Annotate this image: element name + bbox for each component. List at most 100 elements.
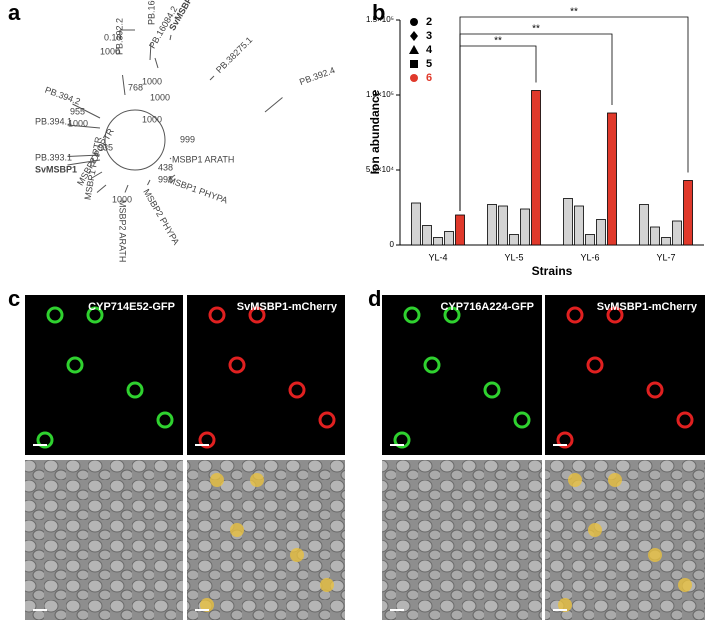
- brightfield-image: [187, 460, 345, 620]
- tree-ring: [104, 109, 166, 171]
- x-tick-label: YL-4: [428, 252, 447, 262]
- leaf-label: MSBP1 ARATH: [172, 154, 234, 164]
- legend-marker: [410, 18, 418, 26]
- significance-label: **: [532, 24, 540, 35]
- legend-label: 5: [426, 58, 432, 70]
- bootstrap: 1000: [112, 194, 132, 204]
- merged-cell: [678, 578, 692, 592]
- branch: [122, 74, 126, 96]
- branch: [124, 184, 129, 193]
- bootstrap: 1000: [150, 92, 170, 102]
- bar: [433, 237, 443, 246]
- leaf-label: PB.392.2: [114, 18, 124, 55]
- significance-label: **: [570, 7, 578, 18]
- y-tick-label: 0: [390, 240, 395, 249]
- branch: [67, 124, 101, 129]
- bar: [520, 208, 530, 246]
- branch: [96, 184, 107, 193]
- bar: [444, 231, 454, 246]
- image-label: SvMSBP1-mCherry: [597, 301, 698, 313]
- branch: [147, 179, 151, 186]
- panel-label: c: [8, 286, 20, 311]
- bootstrap: 438: [158, 162, 173, 172]
- bootstrap: 1000: [142, 76, 162, 86]
- brightfield-image: [545, 460, 705, 620]
- branch: [154, 57, 159, 69]
- y-tick-label: 1.5×10⁵: [366, 15, 394, 24]
- cell: [556, 431, 574, 449]
- branch: [72, 103, 101, 119]
- branch: [90, 171, 103, 179]
- image-label: SvMSBP1-mCherry: [237, 301, 338, 313]
- brightfield-image: [382, 460, 542, 620]
- bar: [650, 226, 660, 246]
- cell: [676, 411, 694, 429]
- bar: [639, 204, 649, 246]
- legend-label: 6: [426, 72, 432, 84]
- scale-label: 0.10: [104, 32, 122, 42]
- bar: [531, 90, 541, 246]
- cell: [126, 381, 144, 399]
- cell: [208, 306, 226, 324]
- bootstrap: 1000: [100, 46, 120, 56]
- bootstrap: 935: [98, 142, 113, 152]
- cell: [423, 356, 441, 374]
- y-tick-label: 5.0×10⁴: [366, 165, 395, 174]
- cell: [586, 356, 604, 374]
- leaf-label: PB.392.4: [298, 65, 336, 87]
- significance-label: **: [494, 36, 502, 47]
- cell: [248, 306, 266, 324]
- cell: [513, 411, 531, 429]
- bar: [574, 205, 584, 246]
- branch: [264, 97, 283, 113]
- cell: [393, 431, 411, 449]
- leaf-label: MSBP2 ARATH: [118, 200, 128, 262]
- cell: [156, 411, 174, 429]
- legend-marker: [410, 31, 418, 41]
- merged-cell: [250, 473, 264, 487]
- merged-cell: [200, 598, 214, 612]
- cell: [198, 431, 216, 449]
- cell: [36, 431, 54, 449]
- image-label: CYP716A224-GFP: [440, 301, 534, 313]
- legend-label: 3: [426, 30, 432, 42]
- bar: [411, 202, 421, 246]
- bootstrap: 955: [70, 106, 85, 116]
- phylogenetic-tree: PB.16084.1PB.16084.2SvMSBP2PB.38275.1PB.…: [35, 0, 336, 262]
- panel-label: a: [8, 0, 21, 25]
- bootstrap: 999: [180, 134, 195, 144]
- cell: [86, 306, 104, 324]
- cell: [403, 306, 421, 324]
- branch: [149, 42, 152, 61]
- cell: [566, 306, 584, 324]
- leaf-label: PB.16084.1: [146, 0, 156, 25]
- leaf-label: PB.394.1: [35, 116, 72, 126]
- legend-marker: [410, 60, 418, 68]
- cell: [646, 381, 664, 399]
- merged-cell: [320, 578, 334, 592]
- x-axis-label: Strains: [532, 264, 573, 278]
- x-tick-label: YL-5: [504, 252, 523, 262]
- x-tick-label: YL-6: [580, 252, 599, 262]
- branch: [209, 75, 215, 81]
- leaf-label: MSBP1 PHYPA: [167, 175, 229, 206]
- merged-cell: [568, 473, 582, 487]
- merged-cell: [558, 598, 572, 612]
- leaf-label: PB.393.1: [35, 152, 72, 162]
- bar: [672, 220, 682, 246]
- cell: [483, 381, 501, 399]
- significance-bracket: [459, 16, 689, 211]
- x-tick-label: YL-7: [656, 252, 675, 262]
- merged-cell: [290, 548, 304, 562]
- leaf-label: PB.394.2: [44, 85, 82, 107]
- cell: [606, 306, 624, 324]
- cell: [46, 306, 64, 324]
- cell: [228, 356, 246, 374]
- bar: [422, 225, 432, 246]
- merged-cell: [210, 473, 224, 487]
- y-axis-label: Ion abundance: [368, 89, 382, 174]
- bootstrap: 1000: [68, 118, 88, 128]
- merged-cell: [588, 523, 602, 537]
- leaf-label: PB.38275.1: [214, 35, 254, 75]
